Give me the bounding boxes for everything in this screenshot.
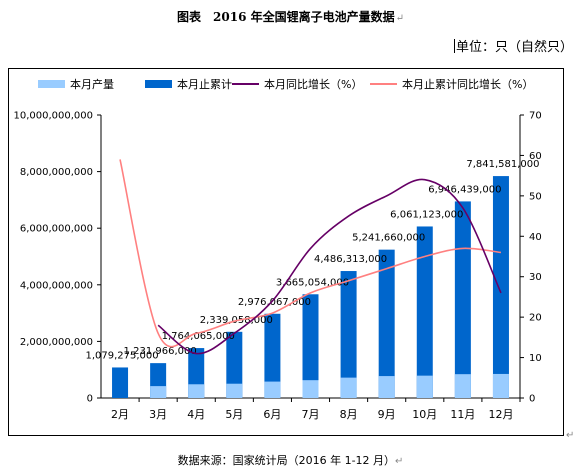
y-left-tick-label: 4,000,000,000 (20, 280, 93, 291)
bar-cumulative (112, 367, 129, 398)
bar-data-label: 6,946,439,000 (428, 184, 501, 195)
bar-monthly (302, 380, 319, 398)
y-right-tick-label: 10 (529, 353, 542, 364)
bar-cumulative (416, 226, 433, 398)
y-left-tick-label: 0 (87, 394, 93, 405)
bar-monthly (416, 375, 433, 398)
legend-monthly-swatch (38, 80, 65, 88)
legend-monthly-growth-label: 本月同比增长（%） (264, 77, 362, 91)
bar-cumulative (226, 331, 243, 398)
y-left-tick-label: 8,000,000,000 (20, 167, 93, 178)
legend-cumulative-growth-label: 本月止累计同比增长（%） (402, 77, 533, 91)
bar-cumulative (340, 271, 357, 398)
unit-label: 单位：只（自然只） (453, 39, 573, 55)
x-tick-label: 8月 (340, 408, 358, 421)
x-tick-label: 7月 (302, 408, 320, 421)
bar-monthly (188, 384, 205, 398)
y-right-tick-label: 30 (529, 272, 542, 283)
y-right-tick-label: 40 (529, 232, 542, 243)
bar-data-label: 4,486,313,000 (314, 254, 387, 265)
bar-data-label: 5,241,660,000 (352, 233, 425, 244)
x-tick-label: 6月 (263, 408, 281, 421)
chart-title: 图表 2016 年全国锂离子电池产量数据↵ (177, 10, 404, 24)
bar-cumulative (378, 249, 395, 398)
bar-monthly (378, 376, 395, 398)
x-tick-label: 3月 (149, 408, 167, 421)
x-tick-label: 9月 (378, 408, 396, 421)
legend-monthly-label: 本月产量 (70, 77, 114, 91)
paragraph-mark: ↵ (566, 430, 575, 441)
bar-data-label: 1,079,275,000 (85, 350, 158, 361)
y-right-tick-label: 50 (529, 191, 542, 202)
y-left-tick-label: 2,000,000,000 (20, 337, 93, 348)
y-left-tick-label: 6,000,000,000 (20, 224, 93, 235)
bar-cumulative (264, 313, 281, 398)
bar-cumulative (492, 176, 509, 398)
x-tick-label: 10月 (412, 408, 437, 421)
bar-data-label: 2,976,067,000 (238, 297, 311, 308)
y-right-tick-label: 20 (529, 313, 542, 324)
bar-data-label: 7,841,581,000 (466, 159, 539, 170)
x-tick-label: 5月 (225, 408, 243, 421)
bar-data-label: 1,231,966,000 (124, 346, 197, 357)
x-tick-label: 2月 (111, 408, 129, 421)
y-right-tick-label: 0 (529, 394, 535, 405)
data-source: 数据来源：国家统计局（2016 年 1-12 月）↵ (177, 454, 404, 467)
bar-monthly (264, 381, 281, 398)
bar-monthly (150, 386, 167, 398)
x-tick-label: 11月 (450, 408, 475, 421)
bar-data-label: 3,665,054,000 (276, 277, 349, 288)
bar-data-label: 1,764,065,000 (162, 331, 235, 342)
y-right-tick-label: 60 (529, 151, 542, 162)
bar-data-label: 6,061,123,000 (390, 209, 463, 220)
y-right-tick-label: 70 (529, 111, 542, 122)
y-left-tick-label: 10,000,000,000 (13, 111, 93, 122)
text-cursor (453, 39, 455, 53)
legend-cumulative-label: 本月止累计 (177, 77, 232, 91)
line-cumulative-growth (119, 159, 502, 348)
x-tick-label: 12月 (488, 408, 513, 421)
bar-cumulative (454, 201, 471, 398)
bar-monthly (226, 383, 243, 398)
bar-monthly (492, 373, 509, 398)
legend-cumulative-swatch (145, 80, 172, 88)
bar-monthly (454, 374, 471, 398)
line-monthly-growth (157, 178, 502, 355)
x-tick-label: 4月 (187, 408, 205, 421)
bar-cumulative (302, 294, 319, 398)
bar-monthly (340, 377, 357, 398)
chart-frame (8, 68, 564, 436)
